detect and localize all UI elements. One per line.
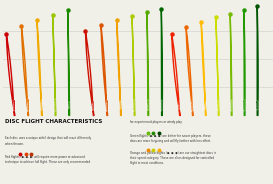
Text: for experienced players or windy play.: for experienced players or windy play. [130, 120, 182, 124]
Text: Orange and yellow flights (●, ●, ●) are our straightest discs in
their speed cat: Orange and yellow flights (●, ●, ●) are … [130, 151, 216, 165]
Text: Red flights (●, ●, ●) will require more power or advanced
technique to achieve f: Red flights (●, ●, ●) will require more … [5, 155, 91, 164]
Text: MAMBA: MAMBA [147, 101, 149, 110]
Text: CONDOR: CONDOR [161, 100, 162, 111]
Text: DISC FLIGHT CHARACTERISTICS: DISC FLIGHT CHARACTERISTICS [5, 119, 103, 124]
Text: VIPER: VIPER [205, 102, 206, 109]
Text: PATRIOT: PATRIOT [14, 100, 15, 110]
Text: RIOT: RIOT [68, 102, 69, 108]
Text: SHAMAN: SHAMAN [192, 100, 193, 111]
Text: Green flights (●, ●, ●) are better for newer players, these
discs are more forgi: Green flights (●, ●, ●) are better for n… [130, 134, 211, 143]
Text: SAUCER: SAUCER [41, 100, 42, 110]
Text: EAGLE: EAGLE [257, 101, 258, 109]
Text: PANTHER: PANTHER [55, 100, 56, 111]
Text: CONDOR: CONDOR [231, 100, 232, 111]
Text: Each disc uses a unique airfoil design that will react differently
when thrown.: Each disc uses a unique airfoil design t… [5, 136, 91, 146]
Text: TOMCAT: TOMCAT [244, 100, 245, 110]
Text: HARBO: HARBO [218, 101, 219, 109]
Text: BOSS: BOSS [179, 102, 180, 109]
Text: SNOBIRD: SNOBIRD [27, 100, 28, 111]
Text: JUDGE: JUDGE [120, 101, 121, 109]
Text: VOODOO: VOODOO [134, 100, 135, 111]
Text: HARRIER: HARRIER [106, 100, 108, 111]
Text: ROGUE: ROGUE [93, 101, 94, 110]
